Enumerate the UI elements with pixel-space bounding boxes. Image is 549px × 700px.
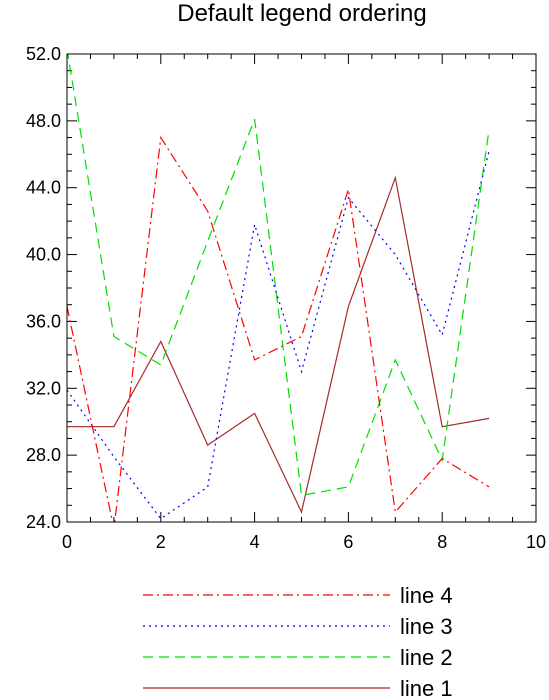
legend-label-line-3: line 3	[400, 614, 453, 639]
series-line-2	[67, 54, 490, 497]
series-line-3	[67, 150, 490, 520]
y-tick-label: 32.0	[26, 378, 61, 398]
x-tick-label: 2	[156, 532, 166, 552]
y-tick-label: 48.0	[26, 111, 61, 131]
x-tick-label: 0	[62, 532, 72, 552]
plot-area	[67, 54, 490, 522]
series-line-1	[67, 175, 490, 514]
axis-ticks	[66, 53, 537, 523]
y-axis-tick-labels: 24.0 28.0 32.0 36.0 40.0 44.0 48.0 52.0	[26, 44, 61, 532]
x-axis-tick-labels: 0 2 4 6 8 10	[62, 532, 546, 552]
x-tick-label: 4	[250, 532, 260, 552]
series-line-4	[67, 135, 490, 522]
y-tick-label: 44.0	[26, 178, 61, 198]
legend: line 4 line 3 line 2 line 1	[143, 583, 453, 700]
y-tick-label: 36.0	[26, 311, 61, 331]
legend-label-line-4: line 4	[400, 583, 453, 608]
chart-title: Default legend ordering	[177, 0, 427, 27]
y-tick-label: 24.0	[26, 512, 61, 532]
y-tick-label: 40.0	[26, 245, 61, 265]
y-tick-label: 52.0	[26, 44, 61, 64]
x-tick-label: 8	[437, 532, 447, 552]
legend-label-line-2: line 2	[400, 645, 453, 670]
x-tick-label: 6	[343, 532, 353, 552]
legend-label-line-1: line 1	[400, 676, 453, 700]
plot-frame	[66, 53, 537, 523]
x-tick-label: 10	[526, 532, 546, 552]
y-tick-label: 28.0	[26, 445, 61, 465]
